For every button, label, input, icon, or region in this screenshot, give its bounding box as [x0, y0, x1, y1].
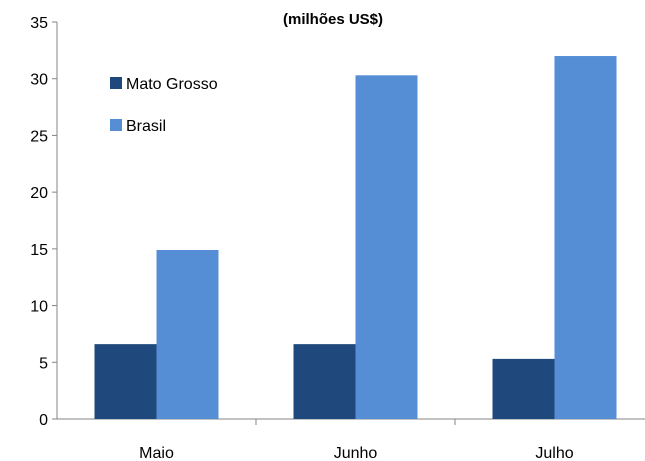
bar-brasil-julho [554, 56, 617, 420]
x-tick-label-maio: Maio [139, 445, 174, 461]
y-tick-label-0: 0 [39, 412, 48, 429]
y-tick-label-5: 5 [39, 355, 48, 372]
x-tick-label-junho: Junho [334, 445, 378, 461]
y-tick-label-30: 30 [30, 72, 48, 89]
legend: Mato Grosso Brasil [110, 76, 218, 135]
legend-swatch-mato-grosso [110, 77, 122, 89]
legend-swatch-brasil [110, 119, 122, 131]
bar-mato-grosso-maio [94, 344, 157, 419]
bar-brasil-junho [355, 75, 418, 419]
y-tick-label-15: 15 [30, 242, 48, 259]
bar-mato-grosso-junho [293, 344, 356, 419]
x-tick-label-julho: Julho [535, 445, 573, 461]
bars [94, 56, 617, 420]
legend-label-brasil: Brasil [126, 118, 166, 135]
bar-brasil-maio [156, 249, 219, 419]
y-tick-label-35: 35 [30, 15, 48, 32]
y-tick-label-20: 20 [30, 185, 48, 202]
bar-mato-grosso-julho [492, 358, 555, 419]
chart-subtitle: (milhões US$) [283, 11, 383, 28]
y-tick-label-25: 25 [30, 128, 48, 145]
legend-label-mato-grosso: Mato Grosso [126, 76, 218, 93]
y-tick-label-10: 10 [30, 299, 48, 316]
